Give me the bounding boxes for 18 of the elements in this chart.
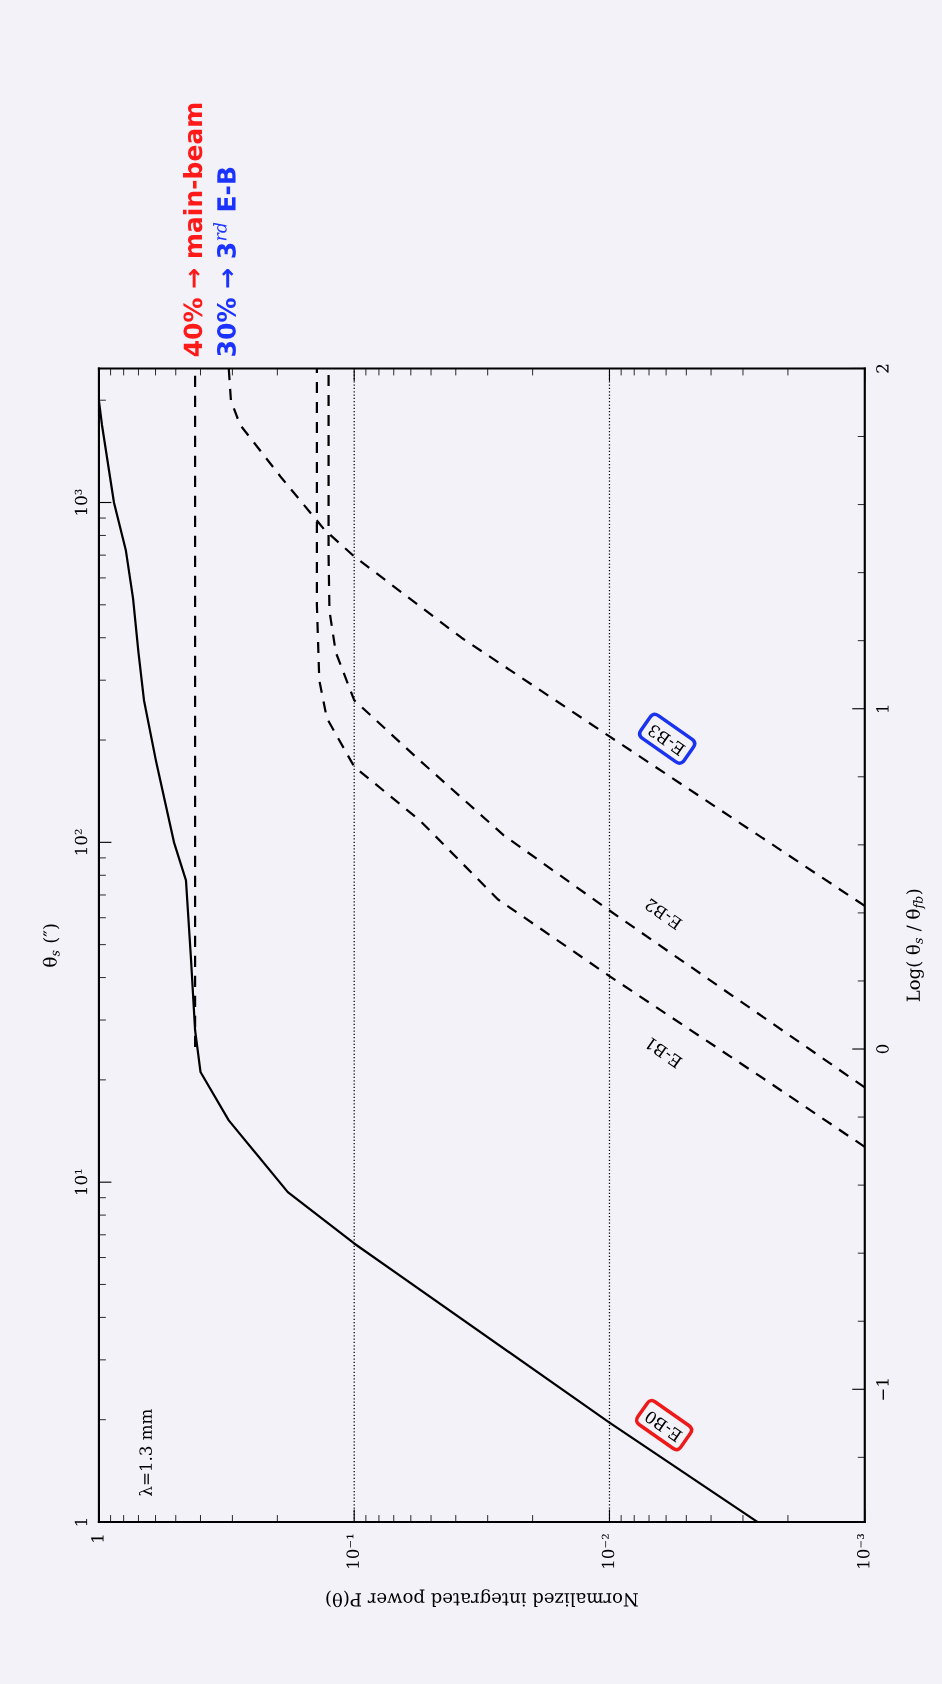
- y-axis-title: θ$_{s}$ (″): [42, 924, 60, 967]
- y-tick-label: 10¹: [74, 1169, 88, 1195]
- y2-tick-label: 1: [876, 705, 889, 712]
- y2-tick-label: −1: [876, 1379, 889, 1400]
- x-tick-label: 10⁻³: [856, 1533, 870, 1568]
- x-tick-label: 10⁻¹: [346, 1534, 360, 1568]
- annotation: 40% → main-beam: [182, 103, 203, 357]
- y2-tick-label: 0: [876, 1044, 889, 1054]
- annotation: 30% → 3$^{rd}$ E-B: [213, 167, 236, 356]
- x-tick-label: 10⁻²: [601, 1534, 615, 1568]
- x-tick-label: 1: [91, 1535, 104, 1542]
- y-tick-label: 10³: [74, 489, 88, 515]
- y2-tick-label: 2: [876, 364, 889, 373]
- x-axis-title: Normalized integrated power P(θ): [326, 1589, 638, 1608]
- y2-axis-title: Log( θ$_{s}$ / θ$_{fb}$): [905, 889, 926, 1002]
- annotation: λ=1.3 mm: [139, 1409, 152, 1496]
- y-tick-label: 1: [74, 1519, 88, 1526]
- y-tick-label: 10²: [74, 829, 88, 855]
